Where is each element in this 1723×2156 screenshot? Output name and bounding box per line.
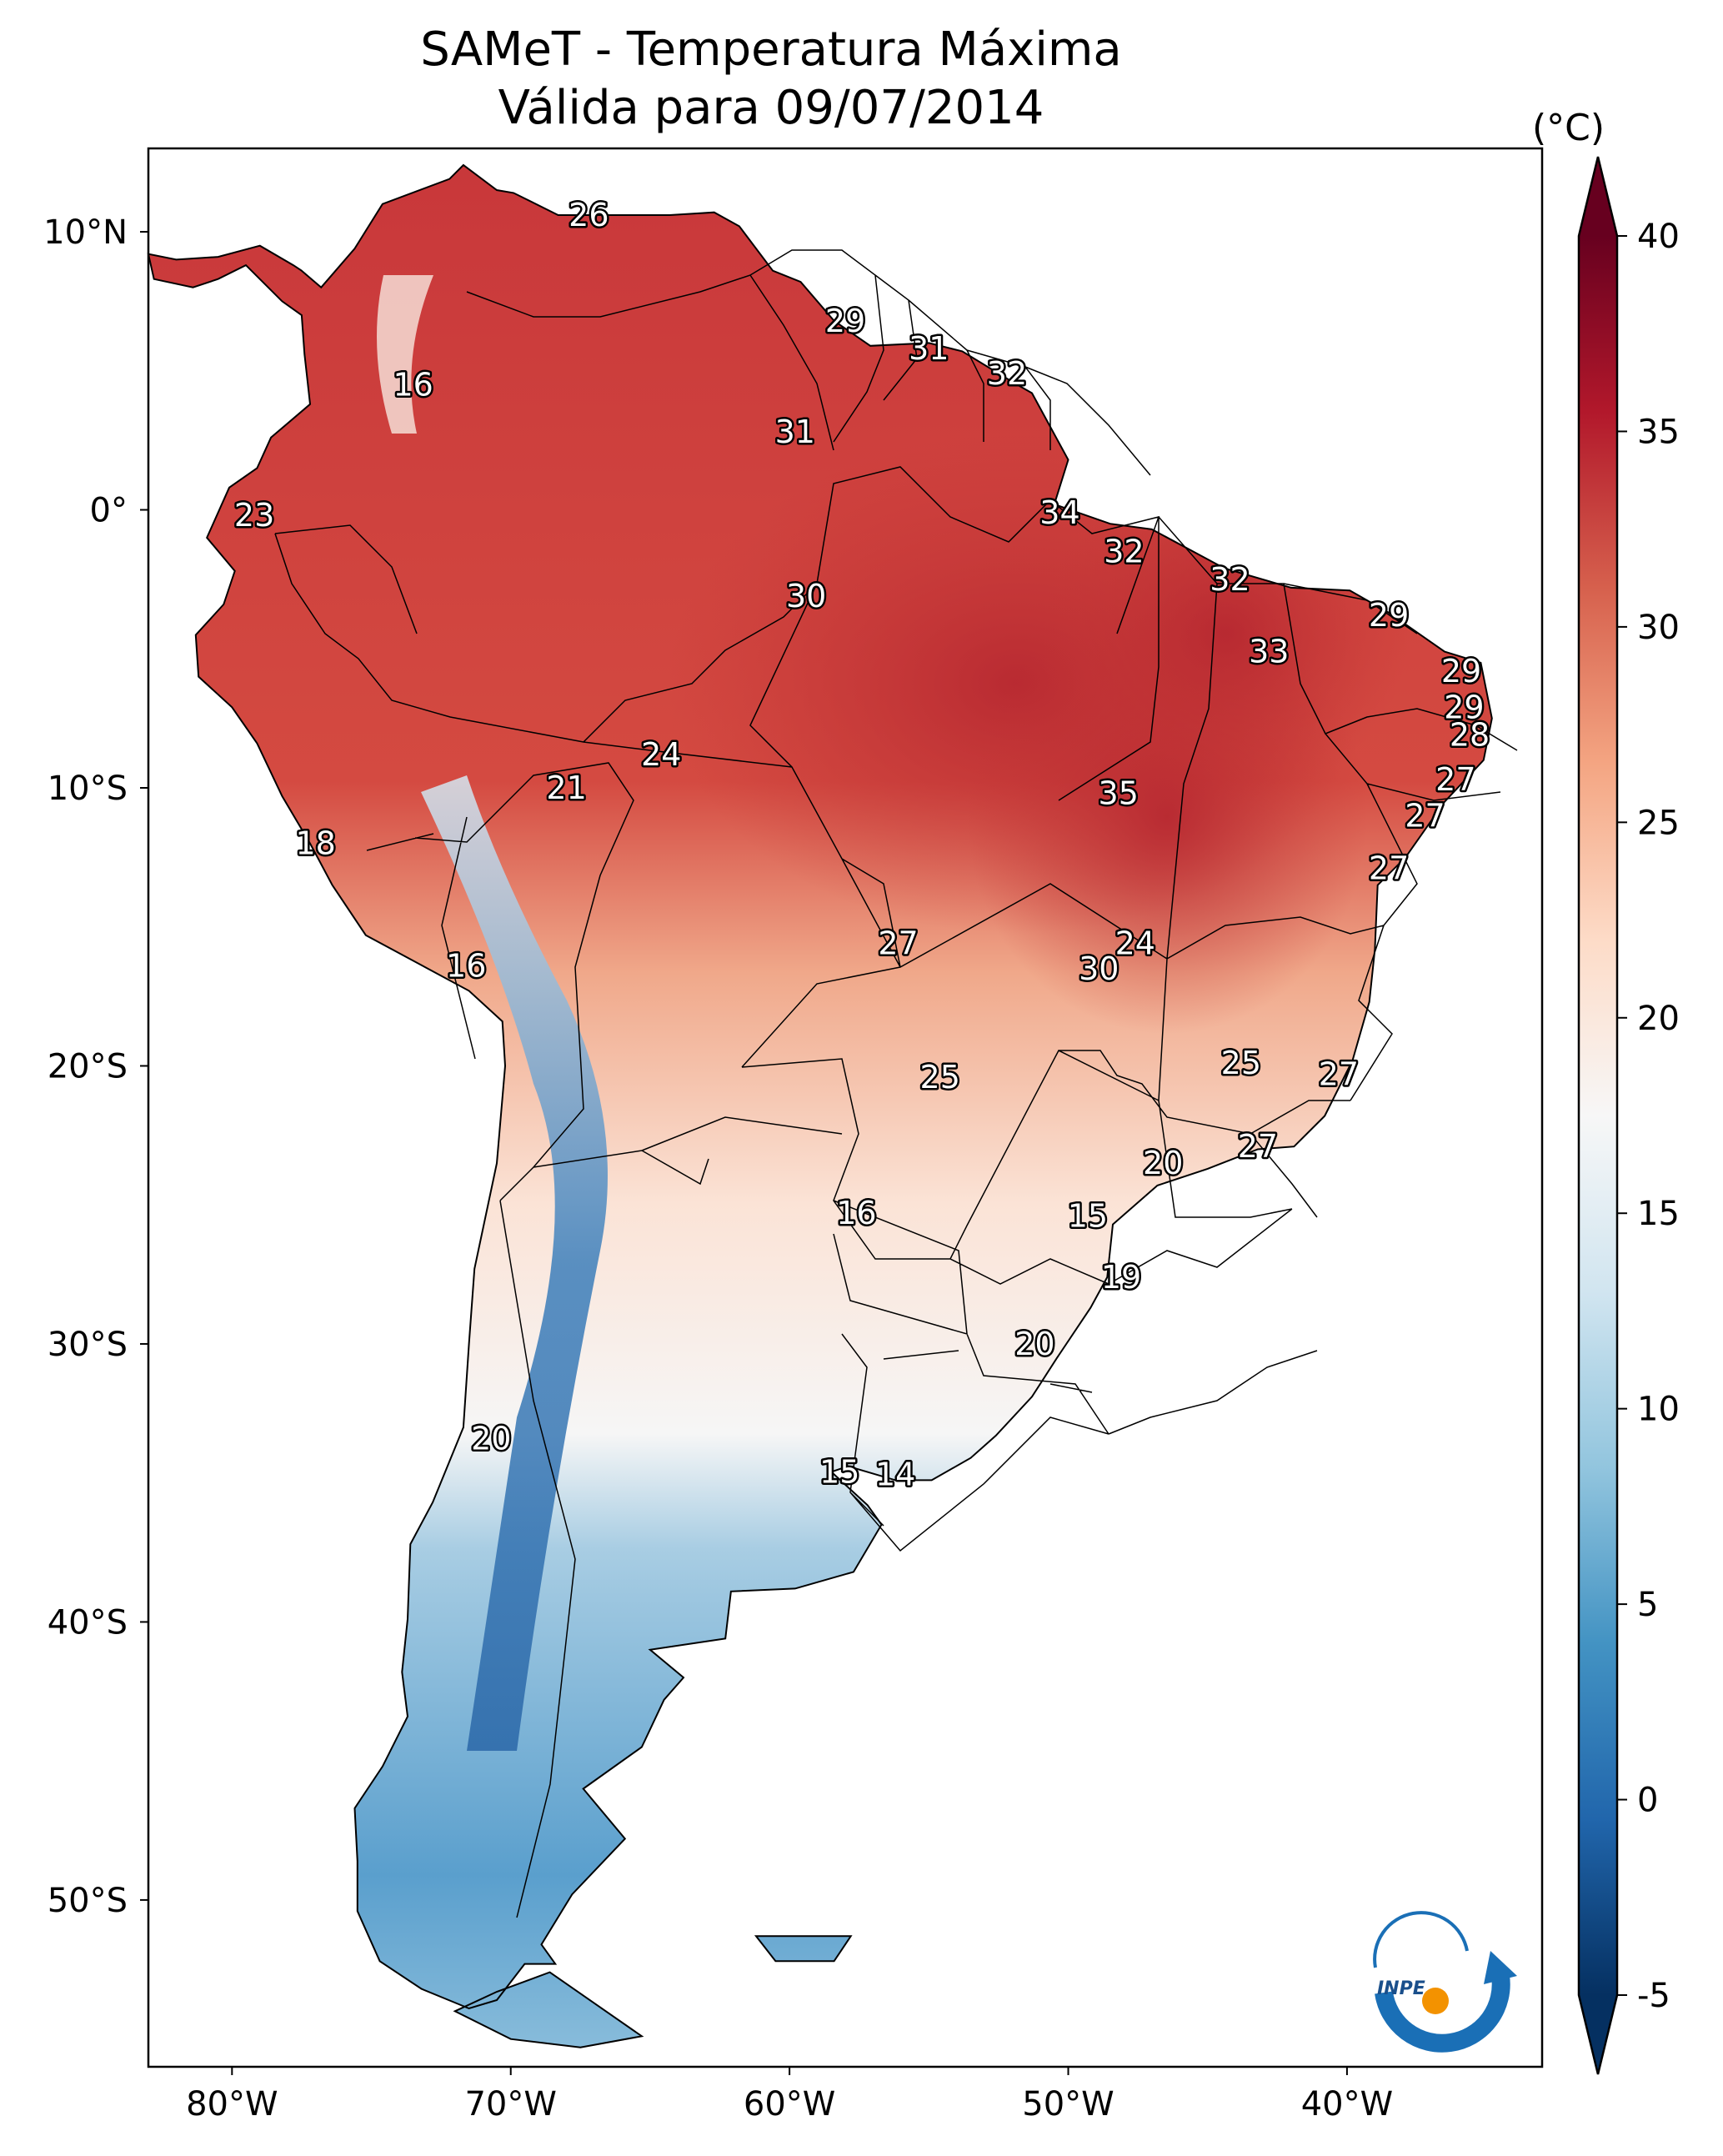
logo-text: INPE: [1377, 1978, 1425, 1999]
colorbar-scale: [1579, 236, 1617, 1995]
station-value: 32: [1104, 534, 1144, 570]
station-value: 27: [1435, 761, 1475, 798]
logo-arrow-icon: [1375, 1974, 1510, 2053]
colorbar-tick-label: 40: [1637, 218, 1680, 256]
lon-tick-label: 60°W: [744, 2085, 835, 2123]
lat-tick-label: 40°S: [48, 1603, 128, 1642]
station-value: 16: [393, 366, 433, 403]
lon-tick-label: 70°W: [464, 2085, 556, 2123]
station-value: 29: [1369, 597, 1409, 634]
logo-dot-icon: [1422, 1988, 1449, 2014]
colorbar-tick-label: 20: [1637, 1000, 1680, 1038]
lat-tick-label: 10°S: [48, 770, 128, 808]
colorbar-over-triangle: [1579, 157, 1617, 236]
colorbar-tick-label: 30: [1637, 609, 1680, 647]
station-value: 24: [1115, 925, 1155, 962]
map-title: SAMeT - Temperatura Máxima: [420, 23, 1122, 77]
lat-tick-label: 20°S: [48, 1047, 128, 1086]
station-value: 20: [1143, 1145, 1183, 1181]
station-value: 19: [1101, 1259, 1141, 1296]
station-value: 26: [568, 197, 609, 233]
station-value: 27: [878, 925, 918, 962]
station-value: 35: [1099, 775, 1139, 812]
station-value: 14: [875, 1457, 915, 1493]
lon-tick-label: 50°W: [1022, 2085, 1114, 2123]
station-value: 20: [471, 1420, 511, 1457]
lat-tick-label: 0°: [90, 492, 128, 530]
station-value: 27: [1238, 1128, 1278, 1165]
colorbar-tick-label: 25: [1637, 804, 1680, 842]
station-value: 32: [1210, 561, 1250, 598]
colorbar-tick-label: 10: [1637, 1391, 1680, 1429]
colorbar-tick-label: 35: [1637, 413, 1680, 451]
station-value: 25: [1221, 1045, 1261, 1081]
station-value: 25: [920, 1059, 960, 1096]
inpe-logo: INPE: [1373, 1911, 1517, 2053]
station-value: 18: [295, 825, 335, 862]
colorbar-tick-label: 0: [1637, 1782, 1658, 1820]
map-frame: [147, 147, 1544, 2068]
station-value: 16: [446, 947, 486, 984]
station-value: 29: [1441, 653, 1481, 689]
colorbar-under-triangle: [1579, 1995, 1617, 2074]
lat-tick-label: 50°S: [48, 1882, 128, 1920]
country-borders: [274, 249, 1518, 1918]
longitude-axis: 80°W 70°W 60°W 50°W 40°W: [186, 2067, 1393, 2123]
station-value: 15: [819, 1453, 859, 1490]
station-value: 30: [1079, 950, 1119, 987]
station-value: 15: [1068, 1198, 1108, 1235]
station-value: 24: [641, 736, 681, 773]
lat-tick-label: 30°S: [48, 1326, 128, 1364]
station-value: 27: [1319, 1055, 1359, 1092]
station-value: 20: [1014, 1326, 1054, 1362]
station-value: 32: [987, 355, 1027, 392]
station-value: 27: [1405, 797, 1445, 834]
colorbar-unit: (°C): [1532, 107, 1605, 149]
colorbar-tick-label: 15: [1637, 1195, 1680, 1233]
station-value: 16: [836, 1195, 876, 1231]
station-value: 21: [546, 770, 586, 806]
lon-tick-label: 40°W: [1301, 2085, 1393, 2123]
station-value: 27: [1369, 850, 1409, 887]
station-value: 28: [1450, 717, 1490, 754]
coastline: [147, 163, 1493, 2048]
colorbar-tick-label: -5: [1637, 1977, 1670, 2015]
station-value: 23: [234, 497, 274, 534]
station-value: 31: [909, 330, 949, 367]
map-subtitle: Válida para 09/07/2014: [498, 81, 1044, 135]
latitude-axis: 10°N 0° 10°S 20°S 30°S 40°S 50°S: [43, 213, 148, 1920]
station-value: 30: [786, 578, 826, 614]
station-value: 34: [1039, 494, 1079, 531]
lat-tick-label: 10°N: [43, 213, 128, 252]
colorbar-tick-label: 5: [1637, 1586, 1658, 1624]
station-value: 31: [775, 414, 815, 450]
station-value: 29: [825, 303, 865, 339]
station-value: 33: [1249, 634, 1289, 670]
station-value: 29: [1444, 689, 1484, 725]
lon-tick-label: 80°W: [186, 2085, 278, 2123]
